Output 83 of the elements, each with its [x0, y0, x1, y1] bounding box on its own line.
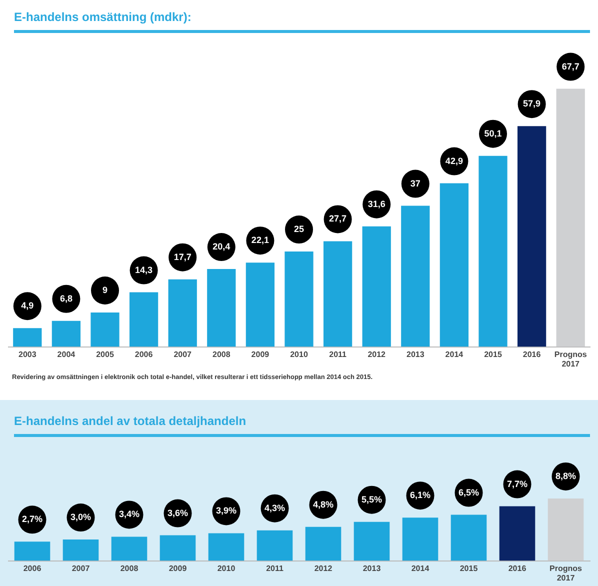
bar: [548, 498, 584, 561]
data-label: 7,7%: [506, 478, 528, 489]
data-label: 3,6%: [167, 508, 188, 518]
data-label: 20,4: [212, 242, 230, 252]
x-tick-label: 2004: [57, 350, 76, 359]
x-tick-label: 2006: [134, 350, 154, 359]
bar: [62, 540, 99, 561]
x-tick-label: 2005: [96, 350, 114, 359]
x-tick-label: 2003: [18, 350, 37, 359]
bar: [478, 156, 508, 347]
bar: [14, 542, 50, 561]
x-tick-label: 2011: [329, 350, 348, 359]
bar: [440, 183, 469, 347]
bar: [208, 533, 244, 561]
x-tick-label: 2012: [314, 564, 333, 573]
data-label: 17,7: [174, 252, 192, 262]
x-tick-label: 2008: [212, 350, 231, 359]
data-label: 4,8%: [312, 499, 334, 510]
x-tick-label: 2014: [445, 350, 464, 359]
data-label: 9: [102, 284, 108, 295]
x-tick-label: 2010: [290, 350, 308, 359]
x-tick-label: 2007: [72, 564, 90, 573]
x-tick-label: Prognos 2017: [550, 564, 583, 582]
data-label: 14,3: [135, 264, 153, 275]
data-label: 4,9: [21, 300, 34, 311]
bar: [129, 292, 158, 347]
x-tick-label: 2013: [362, 564, 382, 573]
data-label: 27,7: [329, 214, 347, 224]
bar: [362, 226, 391, 347]
data-label: 3,9%: [216, 506, 237, 516]
data-label: 37: [410, 178, 420, 188]
bar: [160, 535, 196, 561]
x-tick-label: 2016: [522, 350, 542, 359]
bar: [13, 328, 42, 347]
x-tick-label: 2008: [120, 564, 139, 573]
data-label: 31,6: [368, 198, 386, 209]
data-label: 2,7%: [22, 514, 43, 524]
chart-title: E-handelns andel av totala detaljhandeln: [14, 414, 590, 437]
x-tick-label: 2012: [368, 350, 386, 359]
bar: [556, 88, 585, 347]
x-tick-label: 2015: [460, 564, 478, 573]
bar: [499, 506, 536, 561]
data-label: 50,1: [484, 128, 502, 138]
bar: [284, 252, 314, 347]
x-tick-label: 2011: [266, 564, 284, 573]
bar: [517, 126, 546, 347]
data-label: 67,7: [562, 61, 580, 72]
bar: [90, 312, 120, 347]
data-label: 6,1%: [410, 490, 431, 500]
data-label: 6,8: [60, 293, 72, 304]
data-label: 8,8%: [555, 470, 576, 481]
x-tick-label: 2010: [217, 564, 236, 573]
data-label: 3,0%: [70, 512, 92, 522]
bar: [305, 526, 342, 561]
bar: [450, 514, 487, 561]
data-label: 6,5%: [458, 487, 480, 498]
x-tick-label: 2016: [508, 564, 527, 573]
x-tick-label: 2009: [251, 350, 270, 359]
bar: [52, 320, 81, 347]
data-label: 25: [294, 224, 304, 234]
data-label: 57,9: [523, 98, 541, 109]
x-tick-label: 2009: [168, 564, 188, 573]
x-tick-label: Prognos 2017: [554, 350, 588, 368]
x-tick-label: 2007: [174, 350, 192, 359]
x-tick-label: 2015: [484, 350, 502, 359]
data-label: 22,1: [251, 235, 269, 246]
bar: [246, 262, 275, 347]
bar: [402, 518, 438, 561]
bar: [207, 269, 236, 347]
bar: [354, 522, 390, 561]
data-label: 42,9: [445, 156, 463, 166]
chart-title: E-handelns omsättning (mdkr):: [14, 10, 590, 33]
x-tick-label: 2014: [411, 564, 430, 573]
data-label: 4,3%: [264, 502, 286, 513]
x-tick-label: 2006: [23, 564, 42, 573]
bar: [168, 279, 197, 347]
bar: [401, 206, 430, 347]
bar: [256, 530, 293, 561]
x-tick-label: 2013: [406, 350, 425, 359]
bar: [111, 536, 148, 561]
data-label: 3,4%: [118, 509, 140, 520]
bar: [323, 241, 352, 347]
data-label: 5,5%: [361, 494, 382, 504]
